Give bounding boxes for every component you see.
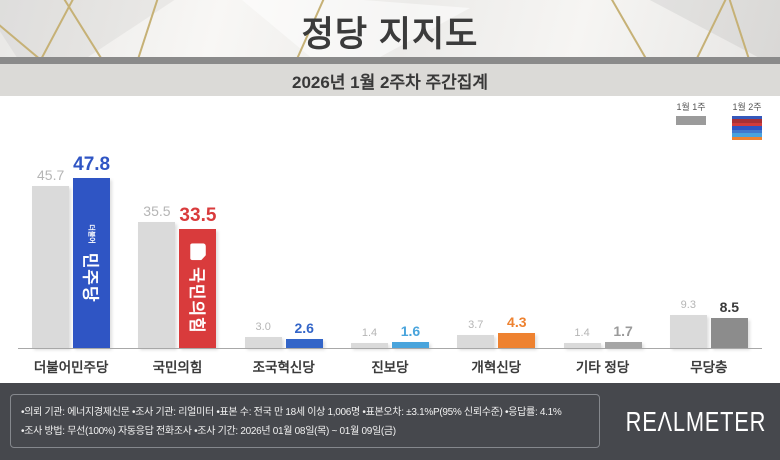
bar-pair: 1.4 1.7 xyxy=(563,324,642,348)
bar-pair: 3.0 2.6 xyxy=(244,321,323,348)
page-title: 정당 지지도 xyxy=(301,15,479,54)
bar-group-1: 45.7 47.8 더불어 민주당 더불어민주당 xyxy=(18,96,124,375)
category-label: 조국혁신당 xyxy=(252,360,315,375)
bar-prev-week: 3.0 xyxy=(244,322,282,348)
bar-group-3: 3.0 2.6 조국혁신당 xyxy=(231,96,337,375)
page-subtitle: 2026년 1월 2주차 주간집계 xyxy=(291,72,489,92)
bar-curr-week: 2.6 xyxy=(285,321,323,348)
category-label: 더불어민주당 xyxy=(33,360,109,375)
chart-legend: 1월 1주 1월 2주 xyxy=(670,100,768,140)
legend-stripe xyxy=(732,126,762,130)
category-label: 기타 정당 xyxy=(575,360,630,375)
bar-value-label: 47.8 xyxy=(73,154,111,176)
bar-value-label: 1.7 xyxy=(613,322,633,339)
survey-info-box: •의뢰 기관: 에너지경제신문 •조사 기관: 리얼미터 •표본 수: 전국 만… xyxy=(10,394,600,448)
survey-info-line2: •조사 방법: 무선(100%) 자동응답 전화조사 •조사 기간: 2026년… xyxy=(21,425,396,437)
bar-value-label: 4.3 xyxy=(507,313,527,330)
legend-stripe xyxy=(732,122,762,127)
bar-value-label: 45.7 xyxy=(37,166,65,183)
bar-pair: 3.7 4.3 xyxy=(457,315,536,348)
ppp-logo: 국민의힘 xyxy=(179,229,216,348)
bar-prev-week: 1.4 xyxy=(350,328,388,348)
bar-value-label: 9.3 xyxy=(680,299,696,311)
bar-group-6: 1.4 1.7 기타 정당 xyxy=(549,96,655,375)
dp-logo-main-text: 민주당 xyxy=(80,252,100,303)
realmeter-logo: REΛLMETER xyxy=(625,405,766,437)
x-axis-line xyxy=(18,348,762,349)
legend-stripe xyxy=(732,119,762,123)
bar-prev-week: 3.7 xyxy=(457,319,495,348)
legend-item-prev-week: 1월 1주 xyxy=(670,100,712,140)
bar-value-label: 1.6 xyxy=(400,323,421,340)
bar-pair: 45.7 47.8 더불어 민주당 xyxy=(32,155,111,348)
bar-pair: 35.5 33.5 국민의힘 xyxy=(138,204,217,348)
bar-value-label: 1.4 xyxy=(574,327,590,340)
bar-value-label: 8.5 xyxy=(719,298,740,315)
bar-value-label: 1.4 xyxy=(361,327,378,340)
bar-group-7: 9.3 8.5 무당층 xyxy=(656,96,762,375)
bar-value-label: 3.0 xyxy=(255,321,271,334)
ppp-logo-text: 국민의힘 xyxy=(186,267,206,334)
legend-label-prev: 1월 1주 xyxy=(676,102,706,112)
survey-info-line1: •의뢰 기관: 에너지경제신문 •조사 기관: 리얼미터 •표본 수: 전국 만… xyxy=(21,407,562,418)
bar-group-2: 35.5 33.5 국민의힘 국민의힘 xyxy=(124,96,230,375)
header-banner: 정당 지지도 xyxy=(0,0,780,57)
bar-value-label: 3.7 xyxy=(468,318,484,331)
bar-curr-week: 47.8 더불어 민주당 xyxy=(73,155,111,348)
bar-value-label: 33.5 xyxy=(179,205,217,227)
bar-curr-week: 1.6 xyxy=(391,324,429,348)
header-divider-bar xyxy=(0,57,780,64)
legend-stripe xyxy=(732,116,762,120)
footer-bar: •의뢰 기관: 에너지경제신문 •조사 기관: 리얼미터 •표본 수: 전국 만… xyxy=(0,383,780,460)
category-label: 무당층 xyxy=(690,360,728,375)
bar-curr-week: 4.3 xyxy=(498,315,536,348)
bar-prev-week: 1.4 xyxy=(563,328,601,348)
legend-swatch-prev xyxy=(676,116,706,125)
bar-group-5: 3.7 4.3 개혁신당 xyxy=(443,96,549,375)
dp-logo-small-text: 더불어 xyxy=(87,224,95,244)
subtitle-band: 2026년 1월 2주차 주간집계 xyxy=(0,64,780,96)
bar-prev-week: 45.7 xyxy=(32,168,70,348)
category-label: 개혁신당 xyxy=(471,360,522,375)
legend-swatch-curr xyxy=(732,116,762,140)
bar-prev-week: 9.3 xyxy=(669,300,707,348)
bar-prev-week: 35.5 xyxy=(138,204,176,348)
bar-curr-week: 33.5 국민의힘 xyxy=(179,206,217,348)
legend-stripe xyxy=(732,136,762,140)
ppp-logo-mark-icon xyxy=(190,243,206,260)
legend-label-curr: 1월 2주 xyxy=(732,102,762,112)
category-label: 진보당 xyxy=(371,360,409,375)
category-label: 국민의힘 xyxy=(152,360,203,375)
bar-curr-week: 8.5 xyxy=(710,300,748,348)
legend-stripe xyxy=(732,133,762,137)
bar-value-label: 2.6 xyxy=(294,319,314,336)
bar-group-4: 1.4 1.6 진보당 xyxy=(337,96,443,375)
bar-pair: 9.3 8.5 xyxy=(669,300,748,348)
bar-value-label: 35.5 xyxy=(143,202,171,219)
bar-curr-week: 1.7 xyxy=(604,324,642,348)
bar-pair: 1.4 1.6 xyxy=(350,324,429,348)
plot-area: 45.7 47.8 더불어 민주당 더불어민주당 35.5 33.5 국민의힘 국민의힘 3.0 2… xyxy=(18,96,762,375)
legend-stripe xyxy=(732,129,762,134)
legend-item-curr-week: 1월 2주 xyxy=(726,100,768,140)
